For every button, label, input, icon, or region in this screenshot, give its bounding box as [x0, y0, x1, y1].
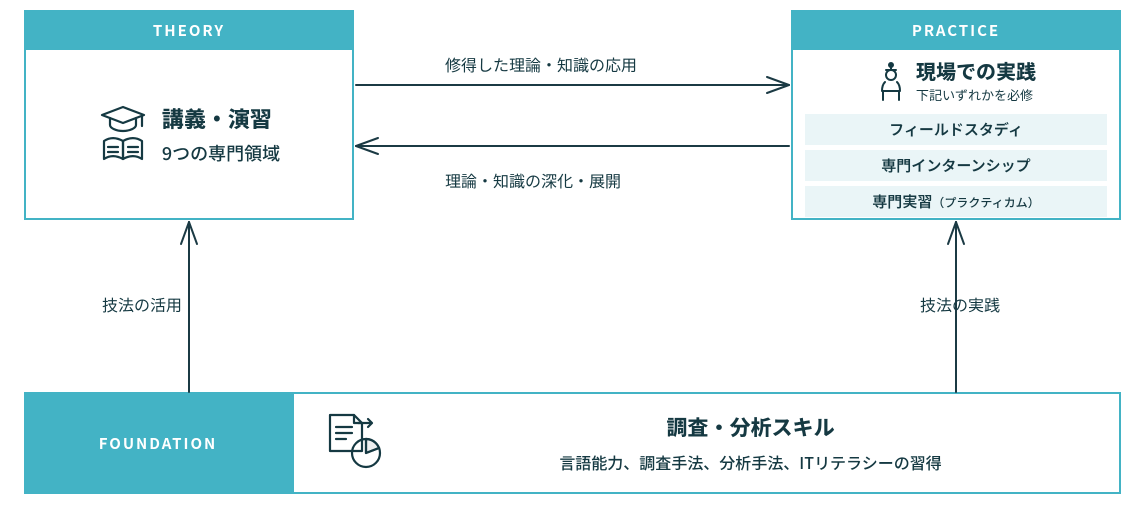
document-piechart-icon	[322, 411, 386, 476]
practice-item-small: （プラクティカム）	[932, 194, 1039, 211]
practice-item-label: フィールドスタディ	[889, 119, 1023, 140]
foundation-title: 調査・分析スキル	[667, 412, 835, 442]
theory-subtitle: 9つの専門領域	[162, 140, 280, 166]
practice-item-label: 専門インターンシップ	[881, 155, 1030, 176]
practice-box: PRACTICE 現場での	[791, 10, 1121, 220]
foundation-header: FOUNDATION	[24, 392, 292, 494]
arrow-label-bottom: 理論・知識の深化・展開	[445, 168, 621, 192]
theory-title: 講義・演習	[162, 102, 280, 134]
diagram-root: THEORY 講義・演習 9	[0, 0, 1143, 512]
arrow-label-left: 技法の活用	[102, 292, 182, 316]
practice-item-label: 専門実習	[872, 191, 932, 212]
practice-title: 現場での実践	[916, 56, 1036, 85]
practice-subtitle: 下記いずれかを必修	[916, 85, 1036, 104]
graduation-books-icon	[98, 105, 148, 163]
practice-body: 現場での実践 下記いずれかを必修 フィールドスタディ 専門インターンシップ 専門…	[793, 50, 1119, 227]
fieldwork-person-icon	[876, 62, 906, 107]
foundation-subtitle: 言語能力、調査手法、分析手法、ITリテラシーの習得	[559, 450, 941, 474]
foundation-box: 調査・分析スキル 言語能力、調査手法、分析手法、ITリテラシーの習得	[292, 392, 1121, 494]
theory-body: 講義・演習 9つの専門領域	[26, 50, 352, 218]
practice-item: 専門実習（プラクティカム）	[805, 186, 1107, 217]
practice-item: フィールドスタディ	[805, 114, 1107, 145]
arrow-label-top: 修得した理論・知識の応用	[445, 52, 637, 76]
practice-items: フィールドスタディ 専門インターンシップ 専門実習（プラクティカム）	[805, 114, 1107, 217]
theory-box: THEORY 講義・演習 9	[24, 10, 354, 220]
practice-header: PRACTICE	[793, 12, 1119, 50]
arrow-label-right: 技法の実践	[920, 292, 1000, 316]
practice-item: 専門インターンシップ	[805, 150, 1107, 181]
theory-header: THEORY	[26, 12, 352, 50]
